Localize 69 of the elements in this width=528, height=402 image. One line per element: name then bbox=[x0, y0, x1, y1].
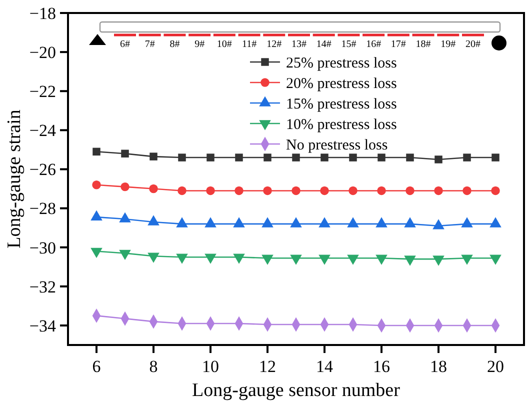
point bbox=[434, 186, 443, 196]
point bbox=[149, 184, 158, 194]
point bbox=[491, 186, 500, 196]
point bbox=[92, 180, 101, 190]
annotation: 20# bbox=[466, 39, 480, 50]
point bbox=[264, 154, 272, 162]
point bbox=[320, 154, 328, 162]
point bbox=[120, 182, 130, 192]
y-tick-label: −32 bbox=[29, 277, 56, 296]
point bbox=[378, 154, 386, 162]
annotation: 17# bbox=[390, 39, 406, 50]
point bbox=[178, 154, 186, 162]
annotation: 9# bbox=[194, 39, 205, 50]
y-tick-label: −28 bbox=[29, 199, 56, 218]
annotation: 12# bbox=[266, 39, 282, 50]
point bbox=[320, 186, 329, 196]
point bbox=[178, 186, 186, 196]
annotation: 11# bbox=[242, 39, 257, 50]
x-tick-label: 18 bbox=[430, 357, 447, 376]
x-tick-label: 12 bbox=[259, 357, 276, 376]
point bbox=[235, 154, 243, 162]
x-tick-label: 10 bbox=[202, 357, 219, 376]
annotation: 10# bbox=[216, 39, 232, 50]
annotation: 8# bbox=[170, 39, 180, 50]
point bbox=[121, 150, 129, 158]
point bbox=[92, 148, 100, 156]
point bbox=[406, 186, 414, 196]
legend-label: No prestress loss bbox=[286, 137, 388, 154]
point bbox=[406, 154, 414, 162]
point bbox=[462, 186, 472, 196]
y-axis-title: Long-gauge strain bbox=[4, 109, 25, 248]
point bbox=[434, 156, 442, 164]
point bbox=[463, 154, 471, 162]
y-tick-label: −26 bbox=[29, 160, 56, 180]
legend-label: 10% prestress loss bbox=[286, 116, 397, 133]
annotation: 18# bbox=[416, 39, 431, 50]
legend-label: 15% prestress loss bbox=[286, 96, 397, 112]
annotation: 6# bbox=[120, 39, 130, 50]
x-tick-label: 16 bbox=[373, 357, 390, 376]
x-tick-label: 8 bbox=[149, 357, 158, 376]
y-tick-label: −22 bbox=[29, 82, 56, 102]
y-tick-label: −24 bbox=[29, 121, 56, 140]
point bbox=[263, 186, 272, 196]
annotation: 13# bbox=[292, 39, 306, 50]
y-tick-label: −34 bbox=[29, 316, 56, 336]
y-tick-label: −18 bbox=[29, 4, 56, 23]
legend-label: 25% prestress loss bbox=[286, 55, 397, 72]
x-tick-label: 20 bbox=[487, 357, 504, 376]
point bbox=[377, 186, 386, 196]
annotation: 7# bbox=[144, 39, 155, 50]
point bbox=[292, 186, 300, 196]
point bbox=[292, 154, 300, 162]
annotation: 14# bbox=[316, 39, 332, 50]
point bbox=[349, 154, 357, 162]
y-tick-label: −20 bbox=[29, 43, 56, 62]
point bbox=[206, 154, 214, 162]
x-tick-label: 6 bbox=[92, 357, 101, 376]
x-tick-label: 14 bbox=[316, 357, 334, 376]
x-axis-title: Long-gauge sensor number bbox=[192, 380, 401, 401]
annotation: 15# bbox=[341, 39, 356, 50]
point bbox=[492, 154, 500, 162]
point bbox=[234, 186, 244, 196]
point bbox=[150, 152, 158, 160]
y-tick-label: −30 bbox=[29, 238, 56, 258]
point bbox=[348, 186, 358, 196]
annotation: 16# bbox=[366, 39, 382, 50]
annotation: 19# bbox=[440, 39, 456, 50]
point bbox=[206, 186, 215, 196]
legend-label: 20% prestress loss bbox=[286, 76, 397, 92]
